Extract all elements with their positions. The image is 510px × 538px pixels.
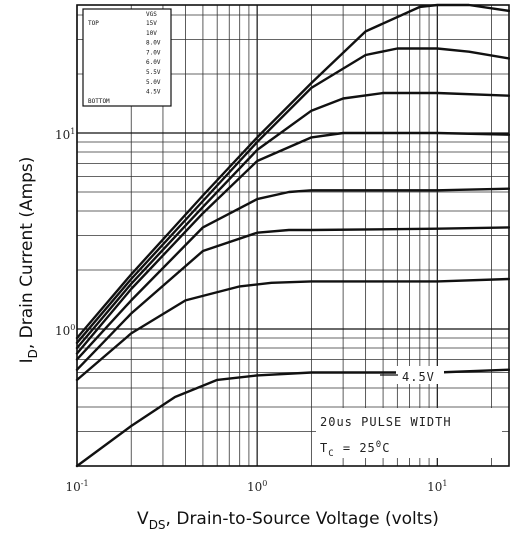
plot-frame: [76, 4, 510, 467]
legend-entry: 5.0V: [146, 79, 161, 86]
x-axis-title: VDS, Drain-to-Source Voltage (volts): [137, 509, 439, 532]
tc-text: TC = 250C: [320, 440, 390, 459]
y-axis-title: ID, Drain Current (Amps): [17, 157, 40, 364]
x-tick-label: 100: [247, 479, 267, 494]
legend-entry: 8.0V: [146, 40, 161, 47]
series-line-7.0V: [75, 131, 510, 355]
x-tick-label: 10-1: [65, 479, 88, 494]
legend: VGS TOP BOTTOM 15V 10V 8.0V 7.0V 6.0V 5.5V 5.0…: [82, 8, 172, 107]
legend-entry: 7.0V: [146, 49, 161, 56]
condition-annotation: 20us PULSE WIDTH TC = 250C: [316, 408, 502, 459]
curve-label: 4.5V: [402, 370, 435, 384]
series-line-10V: [75, 47, 510, 344]
legend-top-label: TOP: [88, 20, 99, 27]
legend-box: [82, 8, 172, 107]
condition-bg: [316, 408, 502, 458]
series-line-8.0V: [75, 91, 510, 350]
legend-entry: 4.5V: [146, 89, 161, 96]
series-line-5.0V: [75, 277, 510, 382]
y-tick-label: 100: [55, 323, 75, 338]
legend-bottom-label: BOTTOM: [88, 98, 110, 105]
curve-label-group: 4.5V: [380, 366, 444, 384]
legend-entry: 15V: [146, 20, 157, 27]
legend-entry: 10V: [146, 30, 157, 37]
legend-header: VGS: [146, 11, 157, 18]
legend-entries: 15V 10V 8.0V 7.0V 6.0V 5.5V 5.0V 4.5V: [146, 20, 161, 96]
x-tick-label: 101: [427, 479, 447, 494]
tick-labels: 10-1 100 101 100 101: [55, 127, 447, 494]
y-tick-label: 101: [55, 127, 75, 142]
curves: [75, 3, 510, 468]
series-line-5.5V: [75, 226, 510, 371]
pulse-width-text: 20us PULSE WIDTH: [320, 415, 452, 429]
legend-entry: 5.5V: [146, 69, 161, 76]
series-line-6.0V: [75, 187, 510, 361]
curve-label-bg: [396, 366, 444, 384]
legend-entry: 6.0V: [146, 59, 161, 66]
